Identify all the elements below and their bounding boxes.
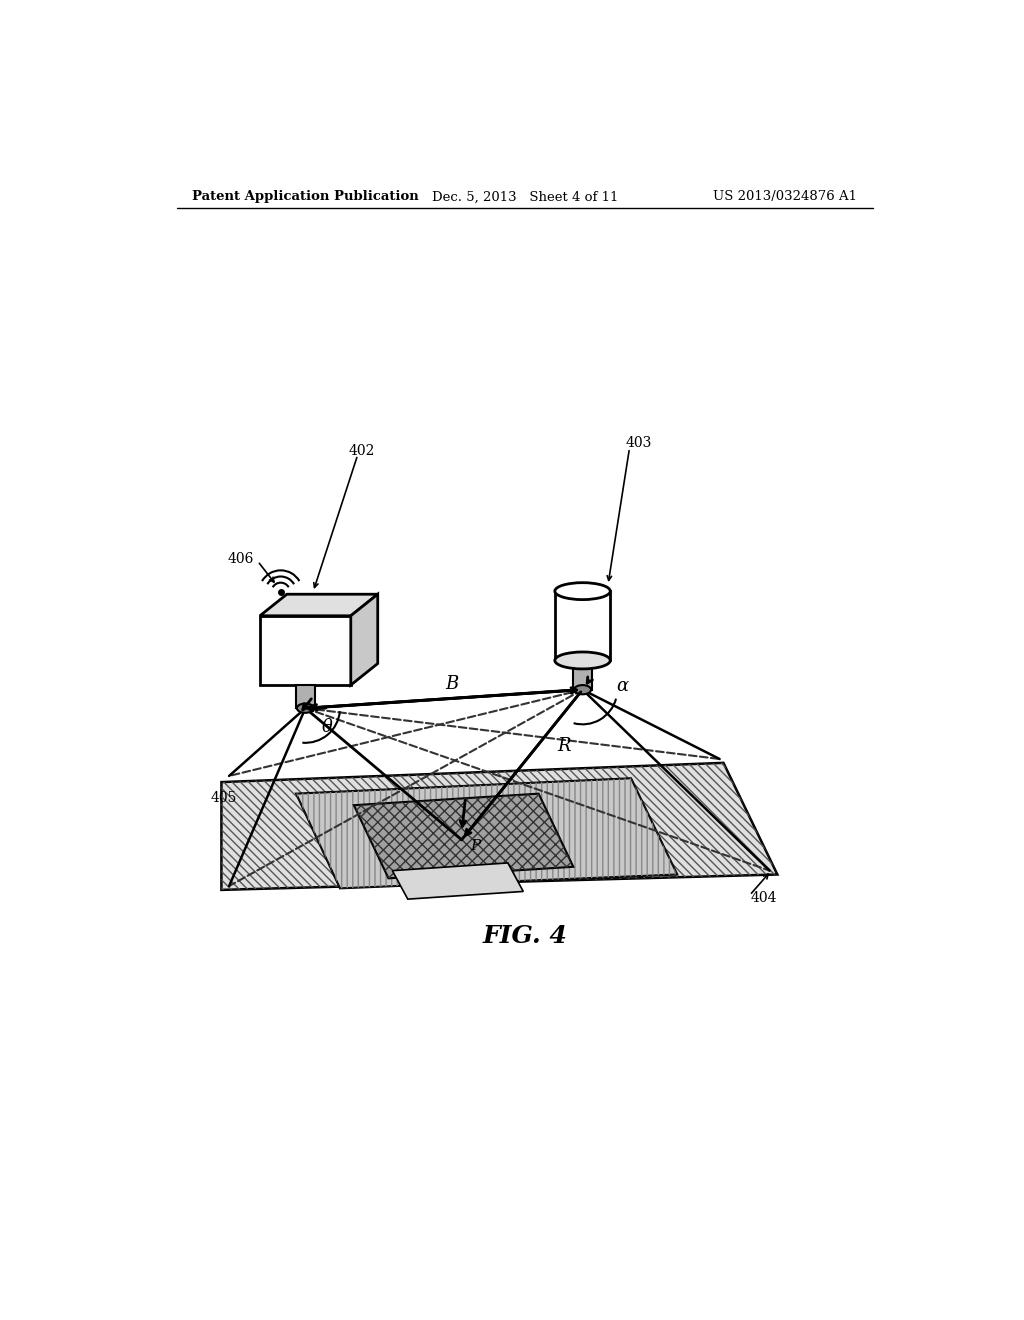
Ellipse shape bbox=[297, 704, 313, 713]
Text: 402: 402 bbox=[348, 444, 375, 458]
Text: P: P bbox=[470, 840, 480, 853]
Ellipse shape bbox=[574, 685, 591, 694]
Ellipse shape bbox=[555, 582, 610, 599]
Text: B: B bbox=[445, 675, 459, 693]
Text: 406: 406 bbox=[227, 552, 254, 566]
Text: θ: θ bbox=[322, 718, 333, 737]
Text: Patent Application Publication: Patent Application Publication bbox=[193, 190, 419, 203]
Text: 403: 403 bbox=[626, 437, 652, 450]
Text: α: α bbox=[616, 677, 629, 694]
Polygon shape bbox=[392, 863, 523, 899]
Polygon shape bbox=[221, 763, 777, 890]
Text: FIG. 4: FIG. 4 bbox=[482, 924, 567, 948]
Polygon shape bbox=[260, 615, 351, 685]
Polygon shape bbox=[296, 779, 677, 888]
Bar bbox=[296, 685, 314, 708]
Polygon shape bbox=[260, 594, 378, 615]
Bar bbox=[555, 591, 610, 660]
Polygon shape bbox=[351, 594, 378, 685]
Text: 405: 405 bbox=[211, 791, 237, 804]
Text: R: R bbox=[558, 737, 571, 755]
Text: US 2013/0324876 A1: US 2013/0324876 A1 bbox=[714, 190, 857, 203]
Bar bbox=[573, 660, 592, 689]
Ellipse shape bbox=[555, 652, 610, 669]
Text: Dec. 5, 2013   Sheet 4 of 11: Dec. 5, 2013 Sheet 4 of 11 bbox=[431, 190, 618, 203]
Text: 404: 404 bbox=[751, 891, 777, 904]
Polygon shape bbox=[354, 793, 573, 878]
